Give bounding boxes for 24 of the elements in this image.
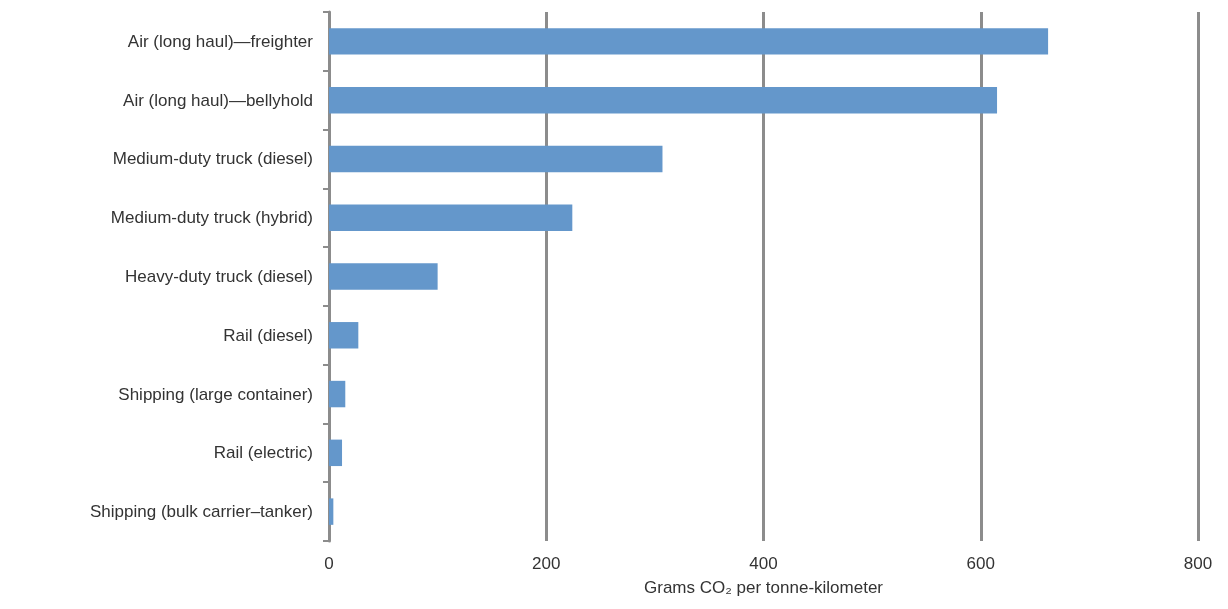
- x-tick-label: 200: [532, 554, 561, 573]
- y-tick-label: Medium-duty truck (diesel): [112, 149, 313, 169]
- bar: [329, 145, 663, 173]
- bar: [329, 86, 998, 114]
- bar: [329, 204, 573, 231]
- bar: [329, 439, 343, 467]
- x-tick-label: 600: [966, 554, 995, 573]
- y-tick-label: Heavy-duty truck (diesel): [124, 267, 313, 286]
- bar: [329, 263, 438, 290]
- x-axis-title: Grams CO₂ per tonne-kilometer: [643, 578, 884, 597]
- y-tick-label: Medium-duty truck (hybrid): [110, 208, 313, 228]
- y-tick-label: Air (long haul)—bellyhold: [123, 90, 313, 110]
- x-tick-label: 400: [749, 554, 778, 573]
- bar: [329, 28, 1049, 55]
- y-tick-label: Rail (diesel): [223, 325, 313, 345]
- y-tick-label: Shipping (bulk carrier–tanker): [90, 502, 313, 522]
- y-tick-label: Rail (electric): [213, 443, 313, 463]
- bar: [329, 322, 359, 349]
- bar: [329, 380, 346, 408]
- y-tick-label: Air (long haul)—freighter: [127, 31, 314, 51]
- bar: [329, 498, 334, 525]
- x-tick-label: 0: [324, 554, 334, 573]
- y-tick-label: Shipping (large container): [118, 384, 313, 404]
- x-tick-label: 800: [1183, 554, 1213, 573]
